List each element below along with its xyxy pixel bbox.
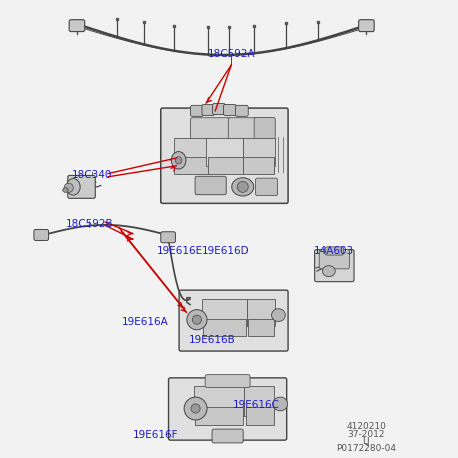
FancyBboxPatch shape <box>69 20 85 32</box>
FancyBboxPatch shape <box>224 104 236 115</box>
FancyBboxPatch shape <box>254 117 275 147</box>
Bar <box>246 407 274 425</box>
Ellipse shape <box>273 397 288 411</box>
Circle shape <box>237 181 248 192</box>
Bar <box>202 319 246 336</box>
Ellipse shape <box>232 178 254 196</box>
FancyBboxPatch shape <box>319 250 349 269</box>
FancyBboxPatch shape <box>256 178 278 196</box>
Ellipse shape <box>63 188 68 192</box>
Text: LJ: LJ <box>363 437 370 446</box>
FancyBboxPatch shape <box>213 104 225 114</box>
Circle shape <box>192 315 202 324</box>
Text: 14A603: 14A603 <box>314 245 354 256</box>
FancyBboxPatch shape <box>228 118 257 141</box>
Text: 19E616A: 19E616A <box>122 317 169 327</box>
Bar <box>248 319 274 336</box>
FancyBboxPatch shape <box>202 104 215 115</box>
FancyBboxPatch shape <box>359 20 374 32</box>
FancyBboxPatch shape <box>169 378 287 440</box>
FancyBboxPatch shape <box>235 105 248 116</box>
Ellipse shape <box>272 309 285 322</box>
Circle shape <box>64 183 73 192</box>
FancyBboxPatch shape <box>191 105 203 116</box>
Text: 18C592A: 18C592A <box>207 49 255 59</box>
FancyBboxPatch shape <box>161 108 288 203</box>
Circle shape <box>184 397 207 420</box>
Bar <box>247 299 275 326</box>
Ellipse shape <box>171 152 186 169</box>
FancyBboxPatch shape <box>191 118 231 143</box>
FancyBboxPatch shape <box>315 250 354 282</box>
Ellipse shape <box>175 157 182 164</box>
Bar <box>243 157 274 174</box>
FancyBboxPatch shape <box>34 229 49 240</box>
Bar <box>206 138 243 166</box>
Circle shape <box>191 404 200 413</box>
Text: 19E616F: 19E616F <box>133 430 179 440</box>
Bar <box>174 157 211 174</box>
Ellipse shape <box>66 179 80 195</box>
FancyBboxPatch shape <box>179 290 288 351</box>
Text: 18C592B: 18C592B <box>65 218 113 229</box>
Bar <box>243 138 275 166</box>
Text: 18C340: 18C340 <box>71 170 112 180</box>
Text: 37-2012: 37-2012 <box>348 430 385 439</box>
FancyBboxPatch shape <box>205 375 250 387</box>
Bar <box>208 157 242 174</box>
Bar <box>174 138 211 166</box>
FancyBboxPatch shape <box>195 176 226 195</box>
FancyBboxPatch shape <box>212 429 243 443</box>
Bar <box>194 386 244 416</box>
Text: 19E616B: 19E616B <box>189 335 235 345</box>
Text: 19E616D: 19E616D <box>202 245 250 256</box>
Text: P0172280-04: P0172280-04 <box>336 444 397 453</box>
Bar <box>202 299 247 326</box>
Bar <box>244 386 273 416</box>
Ellipse shape <box>322 266 335 277</box>
FancyBboxPatch shape <box>68 175 95 198</box>
Bar <box>195 407 243 425</box>
FancyBboxPatch shape <box>325 247 344 255</box>
FancyBboxPatch shape <box>161 232 175 243</box>
Text: 19E616C: 19E616C <box>233 400 280 410</box>
Text: 4120210: 4120210 <box>346 422 387 431</box>
Text: 19E616E: 19E616E <box>157 245 203 256</box>
Circle shape <box>187 310 207 330</box>
